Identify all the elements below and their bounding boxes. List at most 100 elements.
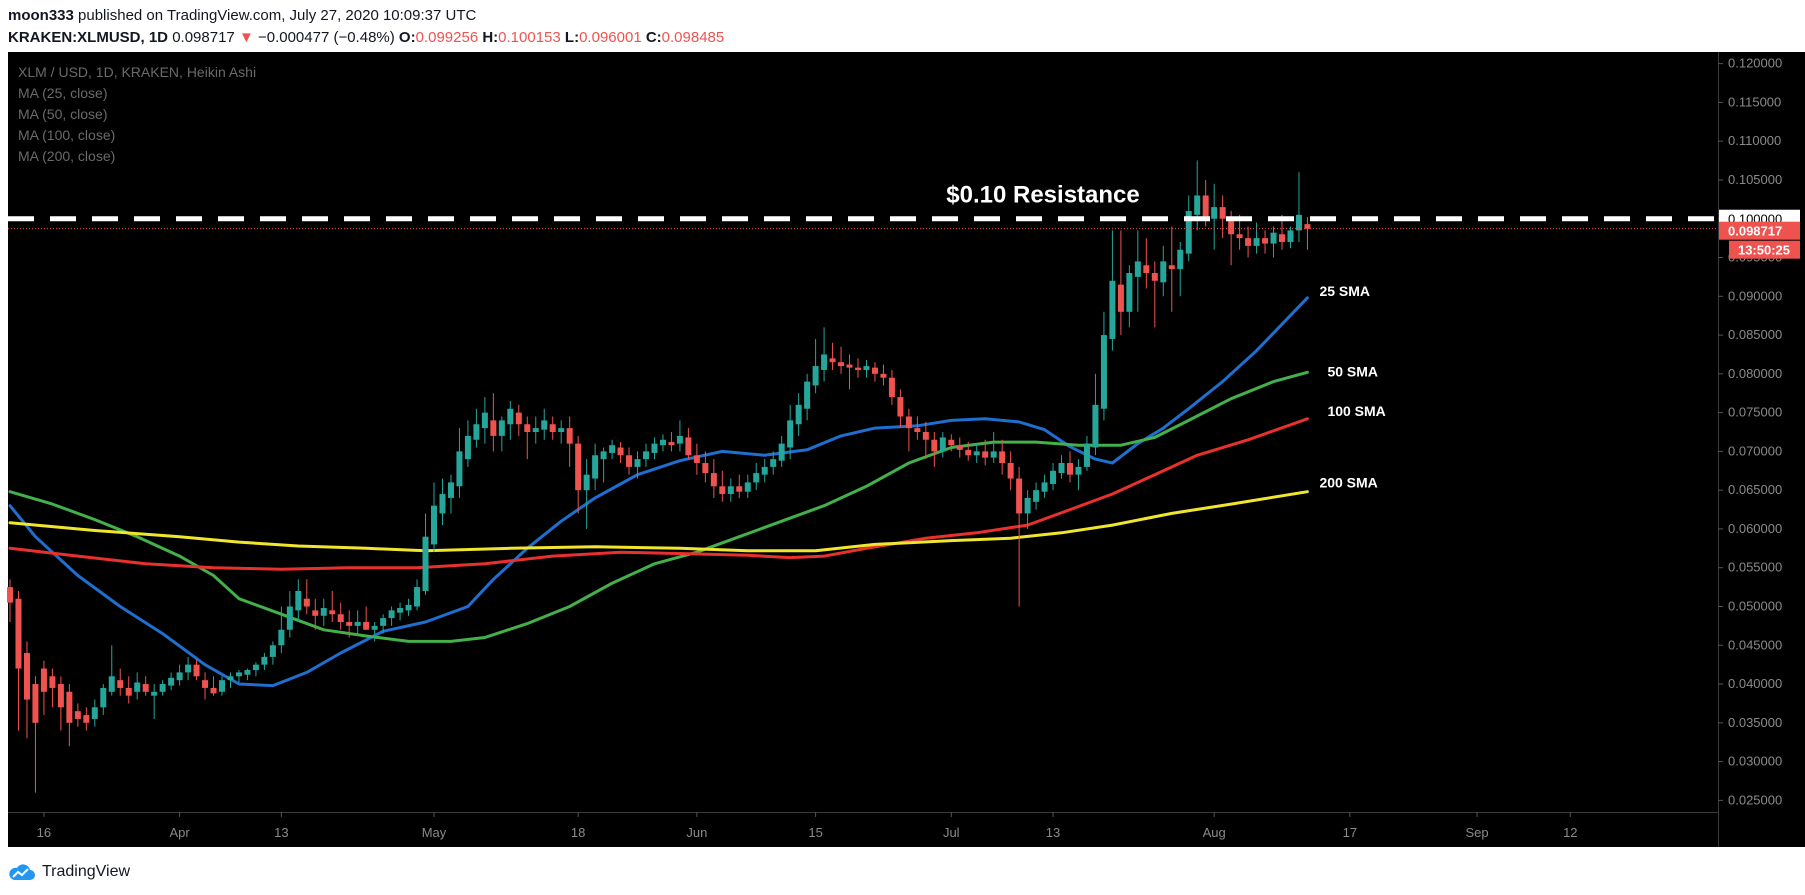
candle-body xyxy=(643,451,649,460)
y-tick-label: 0.080000 xyxy=(1728,366,1782,381)
candle-20 xyxy=(176,664,183,686)
chart-area[interactable]: $0.10 Resistance 25 SMA 50 SMA 100 SMA 200 S… xyxy=(0,52,1805,852)
candle-body xyxy=(558,428,565,432)
candle-body xyxy=(464,435,471,460)
high-label: H: xyxy=(482,29,499,46)
tradingview-cloud-icon[interactable] xyxy=(8,863,36,881)
candle-body xyxy=(524,424,531,432)
candle-94 xyxy=(804,373,811,421)
candle-body xyxy=(804,381,811,409)
candle-43 xyxy=(371,622,378,642)
candle-body xyxy=(1109,280,1116,339)
candle-body xyxy=(117,680,124,688)
x-axis-ticks: 16 Apr 13 May 18 Jun 15 Jul 13 Aug 17 Sep 12 xyxy=(37,812,1578,840)
sma-label-50-sma: 50 SMA xyxy=(1327,363,1378,379)
y-tick-label: 0.070000 xyxy=(1728,443,1782,458)
candle-body xyxy=(210,687,217,694)
candle-123 xyxy=(1050,463,1057,491)
y-tick-label: 0.110000 xyxy=(1728,133,1781,148)
candle-62 xyxy=(532,416,539,444)
candle-body xyxy=(1151,273,1158,281)
candle-body xyxy=(634,459,641,467)
candle-body xyxy=(125,687,132,696)
candle-body xyxy=(1236,234,1243,239)
candle-70 xyxy=(600,447,607,483)
candle-body xyxy=(1228,218,1235,235)
last-price-label: 0.098717 xyxy=(1728,224,1782,239)
candle-body xyxy=(617,447,624,456)
y-tick-label: 0.085000 xyxy=(1728,327,1782,342)
candle-body xyxy=(710,473,717,487)
candle-body xyxy=(575,443,582,491)
candle-body xyxy=(812,366,819,386)
candle-body xyxy=(1262,238,1269,244)
candle-body xyxy=(320,608,327,616)
candle-body xyxy=(1117,284,1124,312)
legend-title: XLM / USD, 1D, KRAKEN, Heikin Ashi xyxy=(18,64,256,80)
candle-26 xyxy=(227,672,234,688)
tradingview-brand[interactable]: TradingView xyxy=(42,863,131,880)
candle-body xyxy=(414,587,421,607)
candle-44 xyxy=(380,614,387,634)
price-axis[interactable] xyxy=(1718,52,1805,847)
candle-92 xyxy=(787,404,794,460)
candle-body xyxy=(1134,261,1141,277)
high-value: 0.100153 xyxy=(498,29,561,46)
author-name[interactable]: moon333 xyxy=(8,7,74,24)
candle-body xyxy=(676,435,683,444)
candle-136 xyxy=(1160,245,1167,297)
candle-body xyxy=(668,442,675,446)
candle-body xyxy=(159,684,166,692)
candle-body xyxy=(1075,466,1082,475)
candle-body xyxy=(787,420,794,448)
candle-body xyxy=(473,424,480,440)
candle-body xyxy=(363,622,370,630)
y-tick-label: 0.055000 xyxy=(1728,560,1782,575)
candle-body xyxy=(337,614,344,622)
candle-body xyxy=(583,474,590,491)
candle-body xyxy=(1295,214,1302,231)
sma-label-25-sma: 25 SMA xyxy=(1319,283,1370,299)
candle-39 xyxy=(337,602,344,630)
candle-4 xyxy=(40,660,47,716)
candle-31 xyxy=(269,641,276,665)
candle-101 xyxy=(863,359,870,378)
candle-body xyxy=(227,676,234,681)
candle-22 xyxy=(193,659,200,681)
candle-body xyxy=(990,451,997,458)
sma-label-200-sma: 200 SMA xyxy=(1319,475,1377,491)
candle-body xyxy=(193,664,200,677)
candle-38 xyxy=(329,590,336,622)
down-arrow-icon: ▼ xyxy=(238,29,254,46)
candle-128 xyxy=(1092,373,1099,456)
candle-body xyxy=(142,684,149,692)
candle-116 xyxy=(990,432,997,464)
candle-142 xyxy=(1211,183,1218,250)
candle-body xyxy=(1304,224,1311,229)
candle-body xyxy=(982,451,989,458)
candle-body xyxy=(761,466,768,475)
candle-78 xyxy=(668,432,675,452)
candle-98 xyxy=(838,346,845,374)
candle-body xyxy=(447,482,454,498)
y-tick-label: 0.075000 xyxy=(1728,405,1782,420)
candle-10 xyxy=(91,699,98,727)
candle-body xyxy=(244,670,251,675)
price-chart[interactable]: $0.10 Resistance 25 SMA 50 SMA 100 SMA 200 S… xyxy=(0,52,1805,852)
candle-7 xyxy=(66,684,73,747)
candle-74 xyxy=(634,451,641,479)
candle-11 xyxy=(100,684,107,716)
candle-body xyxy=(1177,249,1184,270)
candle-body xyxy=(592,455,599,479)
candle-65 xyxy=(558,420,565,444)
candle-87 xyxy=(744,474,751,498)
candle-body xyxy=(1270,232,1277,244)
candle-112 xyxy=(956,437,963,458)
candle-132 xyxy=(1126,265,1133,328)
y-tick-label: 0.120000 xyxy=(1728,56,1782,71)
candle-14 xyxy=(125,676,132,704)
candle-body xyxy=(74,711,81,719)
candle-body xyxy=(1160,261,1167,283)
y-tick-label: 0.090000 xyxy=(1728,288,1782,303)
x-tick-label: 18 xyxy=(571,825,585,840)
